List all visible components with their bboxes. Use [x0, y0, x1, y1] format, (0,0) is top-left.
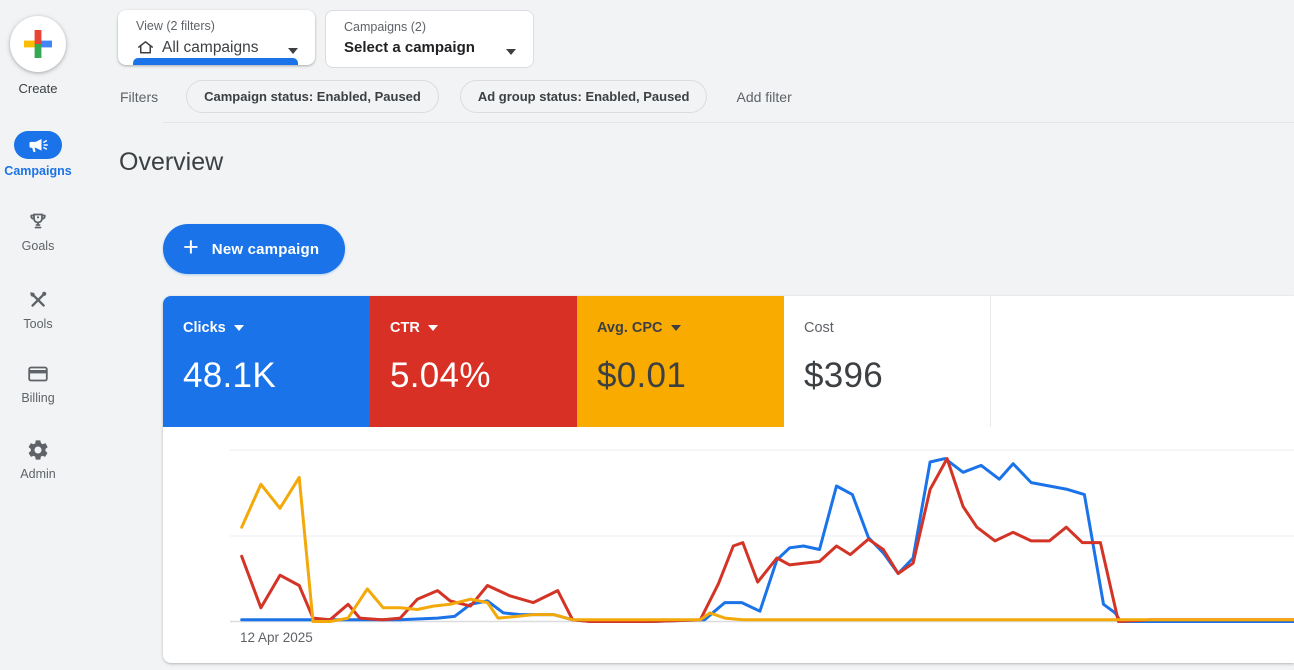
scorecard-label: CTR [390, 320, 420, 336]
trophy-icon [30, 213, 46, 229]
scorecard-value: 48.1K [183, 356, 276, 395]
scorecard-label: Avg. CPC [597, 320, 663, 336]
chart-series-clicks [240, 457, 1294, 623]
sidebar: Create Campaigns Goals [0, 0, 110, 670]
scorecard-value: $0.01 [597, 356, 687, 395]
scorecard-row: Clicks 48.1K CTR 5.04% Avg. CPC $0.01 [163, 296, 991, 427]
megaphone-icon [29, 139, 48, 153]
scorecard-value: $396 [804, 356, 884, 395]
caret-down-icon [506, 49, 516, 55]
active-pill [14, 131, 62, 159]
filters-label: Filters [120, 88, 159, 105]
new-campaign-button[interactable]: + New campaign [163, 224, 346, 274]
chart-series-ctr [240, 457, 1294, 623]
view-selector-value: All campaigns [162, 38, 259, 56]
caret-down-icon [288, 48, 298, 54]
sidebar-item-label: Admin [20, 467, 56, 481]
caret-down-icon [233, 325, 244, 331]
credit-card-icon [28, 366, 48, 382]
sidebar-item-label: Campaigns [4, 164, 72, 178]
sidebar-item-label: Billing [21, 391, 55, 405]
gear-icon [28, 440, 48, 460]
view-selector[interactable]: View (2 filters) All campaigns [118, 10, 315, 65]
sidebar-item-admin[interactable]: Admin [0, 438, 76, 481]
scorecard-value: 5.04% [390, 356, 491, 395]
page-title: Overview [119, 148, 224, 176]
add-filter-button[interactable]: Add filter [736, 88, 792, 105]
create-button[interactable] [10, 16, 66, 72]
sidebar-item-billing[interactable]: Billing [0, 362, 76, 405]
new-campaign-label: New campaign [211, 240, 320, 258]
caret-down-icon [427, 325, 438, 331]
view-selector-label: View (2 filters) [136, 19, 215, 33]
scorecard-ctr[interactable]: CTR 5.04% [370, 296, 577, 427]
chart-series-avg-cpc [240, 475, 1294, 623]
scorecard-avg-cpc[interactable]: Avg. CPC $0.01 [577, 296, 784, 427]
filter-bar: Filters Campaign status: Enabled, Paused… [120, 80, 792, 113]
caret-down-icon [670, 325, 681, 331]
sidebar-item-campaigns[interactable]: Campaigns [0, 131, 76, 178]
filter-chip-campaign-status[interactable]: Campaign status: Enabled, Paused [186, 80, 439, 113]
sidebar-item-label: Tools [23, 317, 53, 331]
sidebar-item-goals[interactable]: Goals [0, 210, 76, 253]
home-icon [138, 41, 153, 54]
wrench-hammer-icon [30, 291, 47, 307]
overview-card: Clicks 48.1K CTR 5.04% Avg. CPC $0.01 [163, 296, 1294, 663]
x-axis-start-date: 12 Apr 2025 [240, 630, 313, 645]
scorecard-cost[interactable]: Cost $396 [784, 296, 991, 427]
content-divider [163, 122, 1294, 123]
campaign-selector-value: Select a campaign [344, 39, 475, 56]
plus-icon: + [183, 232, 199, 262]
campaign-selector[interactable]: Campaigns (2) Select a campaign [325, 10, 534, 68]
active-tab-indicator [133, 58, 298, 65]
scorecard-clicks[interactable]: Clicks 48.1K [163, 296, 370, 427]
sidebar-item-tools[interactable]: Tools [0, 288, 76, 331]
campaign-selector-label: Campaigns (2) [344, 20, 426, 34]
create-label: Create [18, 81, 58, 96]
google-plus-icon [24, 30, 52, 58]
scorecard-label: Clicks [183, 320, 226, 336]
scorecard-label: Cost [804, 320, 834, 336]
filter-chip-ad-group-status[interactable]: Ad group status: Enabled, Paused [459, 80, 708, 113]
overview-chart [230, 449, 1294, 623]
sidebar-item-label: Goals [21, 239, 55, 253]
